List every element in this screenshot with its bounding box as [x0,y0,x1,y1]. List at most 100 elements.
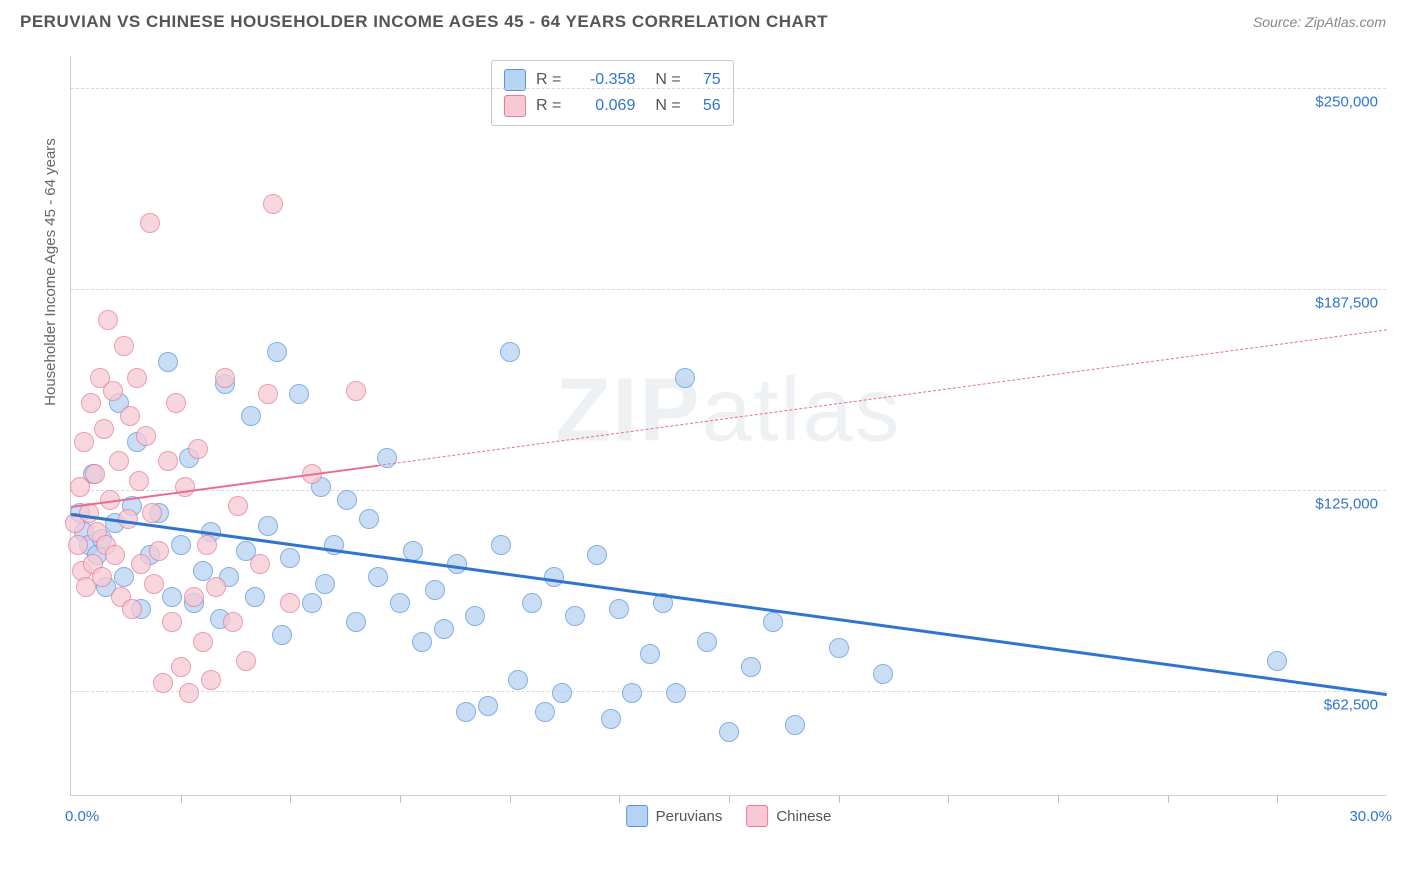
scatter-point-blue [289,384,309,404]
scatter-point-pink [162,612,182,632]
scatter-point-blue [162,587,182,607]
scatter-point-blue [601,709,621,729]
stat-r-label: R = [536,93,561,119]
legend-swatch [626,805,648,827]
gridline-h [71,490,1386,491]
scatter-point-blue [491,535,511,555]
scatter-point-blue [245,587,265,607]
legend-label: Chinese [776,808,831,825]
scatter-point-blue [359,509,379,529]
scatter-point-blue [425,580,445,600]
scatter-point-pink [263,194,283,214]
scatter-point-blue [587,545,607,565]
x-axis-tick [510,795,511,803]
scatter-point-blue [465,606,485,626]
x-axis-tick [1168,795,1169,803]
stat-r-value: 0.069 [571,93,635,119]
scatter-point-blue [675,368,695,388]
scatter-point-blue [741,657,761,677]
scatter-point-blue [622,683,642,703]
scatter-point-blue [114,567,134,587]
y-axis-tick-label: $250,000 [1315,94,1378,111]
legend-item: Peruvians [626,805,723,827]
scatter-point-pink [131,554,151,574]
scatter-point-pink [153,673,173,693]
legend-label: Peruvians [656,808,723,825]
scatter-point-pink [92,567,112,587]
scatter-point-pink [74,432,94,452]
scatter-point-pink [85,464,105,484]
scatter-point-blue [302,593,322,613]
scatter-point-pink [98,310,118,330]
y-axis-tick-label: $187,500 [1315,295,1378,312]
scatter-point-pink [142,503,162,523]
legend-swatch [746,805,768,827]
source-attribution: Source: ZipAtlas.com [1253,14,1386,30]
stat-row: R =0.069N =56 [504,93,721,119]
trendline-pink-extrapolated [378,329,1387,466]
scatter-point-blue [522,593,542,613]
scatter-point-pink [215,368,235,388]
scatter-point-blue [337,490,357,510]
x-axis-tick [729,795,730,803]
scatter-point-pink [236,651,256,671]
gridline-h [71,88,1386,89]
gridline-h [71,691,1386,692]
scatter-point-pink [228,496,248,516]
scatter-point-pink [68,535,88,555]
scatter-point-pink [346,381,366,401]
scatter-point-blue [535,702,555,722]
watermark-text: ZIPatlas [555,359,901,462]
scatter-point-blue [565,606,585,626]
scatter-point-blue [258,516,278,536]
scatter-point-blue [241,406,261,426]
x-axis-min-label: 0.0% [65,808,99,825]
scatter-point-pink [136,426,156,446]
scatter-point-pink [206,577,226,597]
scatter-point-pink [179,683,199,703]
scatter-point-blue [158,352,178,372]
scatter-point-pink [81,393,101,413]
scatter-point-pink [114,336,134,356]
x-axis-tick [1058,795,1059,803]
y-axis-title: Householder Income Ages 45 - 64 years [42,138,59,406]
x-axis-tick [1277,795,1278,803]
scatter-point-pink [129,471,149,491]
scatter-point-blue [171,535,191,555]
scatter-point-pink [193,632,213,652]
scatter-point-blue [609,599,629,619]
scatter-point-pink [149,541,169,561]
chart-container: Householder Income Ages 45 - 64 years ZI… [50,56,1386,836]
scatter-point-blue [719,722,739,742]
scatter-point-blue [412,632,432,652]
scatter-point-pink [188,439,208,459]
scatter-point-blue [500,342,520,362]
x-axis-tick [619,795,620,803]
x-axis-tick [839,795,840,803]
scatter-point-blue [640,644,660,664]
x-axis-max-label: 30.0% [1349,808,1392,825]
correlation-stats-box: R =-0.358N =75R =0.069N =56 [491,60,734,126]
x-axis-tick [181,795,182,803]
scatter-point-blue [272,625,292,645]
legend-item: Chinese [746,805,831,827]
scatter-point-blue [785,715,805,735]
scatter-point-blue [697,632,717,652]
scatter-point-pink [94,419,114,439]
chart-title: PERUVIAN VS CHINESE HOUSEHOLDER INCOME A… [20,12,828,32]
scatter-point-pink [175,477,195,497]
scatter-point-pink [144,574,164,594]
scatter-point-pink [258,384,278,404]
chart-header: PERUVIAN VS CHINESE HOUSEHOLDER INCOME A… [0,0,1406,40]
scatter-point-pink [105,545,125,565]
scatter-point-blue [508,670,528,690]
scatter-point-blue [280,548,300,568]
scatter-point-pink [166,393,186,413]
trendline-blue [71,513,1387,696]
scatter-point-blue [434,619,454,639]
legend-swatch [504,95,526,117]
scatter-point-blue [666,683,686,703]
plot-area: ZIPatlas R =-0.358N =75R =0.069N =56 Per… [70,56,1386,796]
y-axis-tick-label: $125,000 [1315,496,1378,513]
scatter-point-pink [280,593,300,613]
